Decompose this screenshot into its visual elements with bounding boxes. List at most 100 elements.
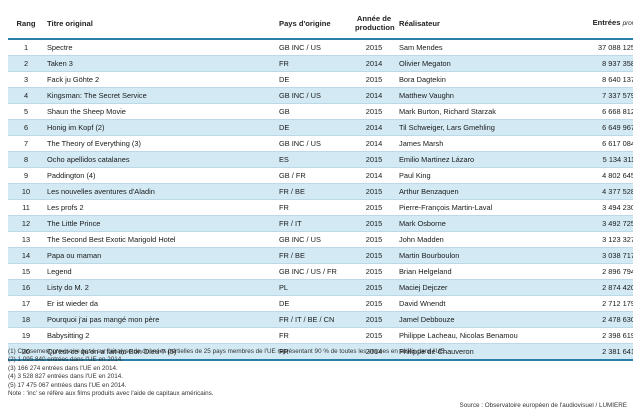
cell-entrees: 3 494 230 — [552, 199, 633, 216]
cell-titre: Listy do M. 2 — [44, 279, 276, 296]
cell-pays: DE — [276, 295, 352, 312]
cell-realisateur: Matthew Vaughn — [396, 87, 552, 104]
cell-titre: Ocho apellidos catalanes — [44, 151, 276, 168]
cell-pays: FR / IT / BE / CN — [276, 311, 352, 328]
cell-entrees: 6 668 812 — [552, 103, 633, 120]
cell-titre: Taken 3 — [44, 55, 276, 72]
cell-annee: 2015 — [352, 103, 396, 120]
footnote-line: (1) Classement provisoire basé sur l'ana… — [8, 348, 446, 355]
cell-titre: Shaun the Sheep Movie — [44, 103, 276, 120]
cell-pays: DE — [276, 119, 352, 136]
cell-rang: 7 — [8, 135, 44, 152]
cell-titre: The Little Prince — [44, 215, 276, 232]
cell-rang: 12 — [8, 215, 44, 232]
cell-titre: The Theory of Everything (3) — [44, 135, 276, 152]
cell-pays: GB INC / US / FR — [276, 263, 352, 280]
cell-pays: FR / BE — [276, 247, 352, 264]
cell-titre: Papa ou maman — [44, 247, 276, 264]
cell-realisateur: Olivier Megaton — [396, 55, 552, 72]
col-header-rang: Rang — [8, 8, 44, 40]
col-header-annee: Année de production — [352, 8, 396, 40]
cell-realisateur: Brian Helgeland — [396, 263, 552, 280]
cell-annee: 2015 — [352, 279, 396, 296]
table-row: 15 Legend GB INC / US / FR 2015 Brian Helgel… — [8, 263, 633, 280]
cell-rang: 5 — [8, 103, 44, 120]
annee-header-line1: Année de — [356, 14, 392, 23]
source-credit: Source : Observatoire européen de l'audi… — [459, 402, 627, 409]
cell-pays: FR / IT — [276, 215, 352, 232]
cell-entrees: 2 381 641 — [552, 343, 633, 361]
table-header-row: Rang Titre original Pays d'origine Année… — [8, 8, 633, 40]
table-row: 13 The Second Best Exotic Marigold Hotel G… — [8, 231, 633, 248]
table-row: 16 Listy do M. 2 PL 2015 Maciej Dejczer 2 874… — [8, 279, 633, 296]
cell-titre: Les nouvelles aventures d'Aladin — [44, 183, 276, 200]
cell-annee: 2015 — [352, 231, 396, 248]
table-body: 1 Spectre GB INC / US 2015 Sam Mendes 37 088 … — [8, 39, 633, 361]
cell-realisateur: Til Schweiger, Lars Gmehling — [396, 119, 552, 136]
cell-pays: FR — [276, 55, 352, 72]
annee-header-line2: production — [355, 23, 395, 32]
cell-realisateur: Martin Bourboulon — [396, 247, 552, 264]
cell-titre: Babysitting 2 — [44, 327, 276, 344]
cell-realisateur: Paul King — [396, 167, 552, 184]
cell-rang: 8 — [8, 151, 44, 168]
cell-rang: 13 — [8, 231, 44, 248]
table-row: 10 Les nouvelles aventures d'Aladin FR / B… — [8, 183, 633, 200]
cell-rang: 16 — [8, 279, 44, 296]
cell-realisateur: Maciej Dejczer — [396, 279, 552, 296]
cell-annee: 2015 — [352, 311, 396, 328]
cell-entrees: 7 337 579 — [552, 87, 633, 104]
cell-annee: 2015 — [352, 247, 396, 264]
cell-annee: 2014 — [352, 87, 396, 104]
cell-pays: FR — [276, 343, 352, 361]
table-row: 5 Shaun the Sheep Movie GB 2015 Mark Burton,… — [8, 103, 633, 120]
table-row: 7 The Theory of Everything (3) GB INC / US… — [8, 135, 633, 152]
cell-titre: The Second Best Exotic Marigold Hotel — [44, 231, 276, 248]
cell-pays: GB INC / US — [276, 87, 352, 104]
cell-entrees: 37 088 125 — [552, 39, 633, 56]
cell-realisateur: Philippe Lacheau, Nicolas Benamou — [396, 327, 552, 344]
table-row: 4 Kingsman: The Secret Service GB INC / US… — [8, 87, 633, 104]
cell-annee: 2015 — [352, 295, 396, 312]
cell-entrees: 3 492 725 — [552, 215, 633, 232]
cell-rang: 11 — [8, 199, 44, 216]
cell-titre: Qu'est-ce qu'on a fait au Bon Dieu ? (5) — [44, 343, 276, 361]
cell-entrees: 2 398 619 — [552, 327, 633, 344]
cell-pays: ES — [276, 151, 352, 168]
cell-rang: 19 — [8, 327, 44, 344]
cell-annee: 2014 — [352, 167, 396, 184]
cell-rang: 18 — [8, 311, 44, 328]
cell-realisateur: Mark Osborne — [396, 215, 552, 232]
cell-entrees: 8 937 358 — [552, 55, 633, 72]
col-header-pays: Pays d'origine — [276, 8, 352, 40]
cell-titre: Er ist wieder da — [44, 295, 276, 312]
footnotes: (1) Classement provisoire basé sur l'ana… — [8, 348, 630, 398]
cell-annee: 2015 — [352, 151, 396, 168]
cell-annee: 2014 — [352, 135, 396, 152]
cell-rang: 6 — [8, 119, 44, 136]
cell-realisateur: Pierre-François Martin-Laval — [396, 199, 552, 216]
table-row: 2 Taken 3 FR 2014 Olivier Megaton 8 937 358 — [8, 55, 633, 72]
table-row: 14 Papa ou maman FR / BE 2015 Martin Bourbou… — [8, 247, 633, 264]
cell-entrees: 2 896 794 — [552, 263, 633, 280]
cell-titre: Paddington (4) — [44, 167, 276, 184]
cell-annee: 2015 — [352, 327, 396, 344]
cell-annee: 2015 — [352, 215, 396, 232]
cell-pays: FR / BE — [276, 183, 352, 200]
table-row: 19 Babysitting 2 FR 2015 Philippe Lacheau, N… — [8, 327, 633, 344]
cell-titre: Spectre — [44, 39, 276, 56]
footnote-line: (5) 17 475 067 entrées dans l'UE en 2014… — [8, 381, 127, 389]
cell-realisateur: Emilio Martinez Lázaro — [396, 151, 552, 168]
table-row: 9 Paddington (4) GB / FR 2014 Paul King 4 802… — [8, 167, 633, 184]
cell-annee: 2015 — [352, 71, 396, 88]
footnote-line: Note : 'inc' se réfère aux films produit… — [8, 390, 214, 398]
cell-entrees: 3 038 717 — [552, 247, 633, 264]
cell-entrees: 6 649 967 — [552, 119, 633, 136]
table-row: 17 Er ist wieder da DE 2015 David Wnendt 2 71… — [8, 295, 633, 312]
table-row: 18 Pourquoi j'ai pas mangé mon père FR / I… — [8, 311, 633, 328]
cell-realisateur: David Wnendt — [396, 295, 552, 312]
box-office-table: Rang Titre original Pays d'origine Année… — [8, 8, 633, 361]
cell-realisateur: John Madden — [396, 231, 552, 248]
cell-realisateur: Mark Burton, Richard Starzak — [396, 103, 552, 120]
cell-rang: 14 — [8, 247, 44, 264]
